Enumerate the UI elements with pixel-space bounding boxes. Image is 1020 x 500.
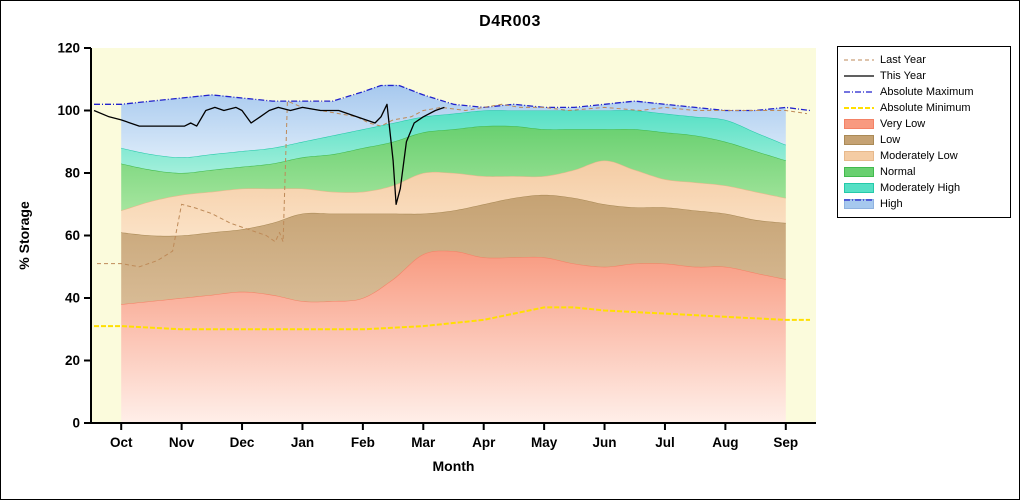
legend-label: This Year <box>880 70 926 82</box>
legend-item: Very Low <box>844 116 1004 132</box>
legend-swatch-moderately-low <box>844 151 874 161</box>
x-tick-label: Jun <box>593 435 617 450</box>
legend-label: Last Year <box>880 54 926 66</box>
legend-item: Normal <box>844 164 1004 180</box>
legend-swatch-absolute-minimum <box>844 107 874 109</box>
legend-item: Absolute Maximum <box>844 84 1004 100</box>
legend-label: High <box>880 198 903 210</box>
legend-swatch-high <box>844 199 874 209</box>
series-this-year <box>93 103 445 205</box>
legend-label: Low <box>880 134 901 146</box>
y-tick-label: 120 <box>57 41 80 56</box>
x-tick-label: Mar <box>411 435 436 450</box>
y-tick-label: 80 <box>65 166 80 181</box>
legend-item: Moderately Low <box>844 148 1004 164</box>
y-tick-label: 20 <box>65 353 80 368</box>
x-tick-label: Sep <box>773 435 798 450</box>
y-tick-label: 100 <box>57 103 80 118</box>
legend-swatch-last-year <box>844 59 874 61</box>
legend-label: Very Low <box>880 118 926 130</box>
x-axis-label: Month <box>433 458 475 474</box>
band-very-low <box>121 250 786 423</box>
series-absolute-maximum <box>94 84 811 112</box>
legend-label: Absolute Minimum <box>880 102 971 114</box>
x-tick-label: Jan <box>291 435 314 450</box>
legend-item: This Year <box>844 68 1004 84</box>
y-tick-label: 60 <box>65 228 80 243</box>
band-normal <box>121 125 786 211</box>
legend-item: Low <box>844 132 1004 148</box>
x-tick-label: Feb <box>351 435 375 450</box>
y-tick-label: 40 <box>65 291 80 306</box>
x-tick-label: Jul <box>655 435 675 450</box>
x-tick-label: Oct <box>110 435 133 450</box>
legend-swatch-very-low <box>844 119 874 129</box>
legend-swatch-absolute-maximum <box>844 91 874 93</box>
legend-item: Moderately High <box>844 180 1004 196</box>
legend-label: Normal <box>880 166 916 178</box>
x-tick-label: May <box>531 435 558 450</box>
legend-swatch-low <box>844 135 874 145</box>
y-axis-label: % Storage <box>16 201 32 270</box>
legend-swatch-normal <box>844 167 874 177</box>
x-tick-label: Apr <box>472 435 496 450</box>
legend-item: Absolute Minimum <box>844 100 1004 116</box>
chart-title: D4R003 <box>479 13 541 30</box>
series-absolute-minimum <box>94 306 810 331</box>
legend-label: Moderately Low <box>880 150 958 162</box>
band-moderately-high <box>121 110 786 173</box>
x-tick-label: Nov <box>169 435 195 450</box>
legend-swatch-moderately-high <box>844 183 874 193</box>
y-tick-label: 0 <box>72 416 80 431</box>
x-tick-label: Dec <box>230 435 255 450</box>
legend-label: Moderately High <box>880 182 961 194</box>
legend-label: Absolute Maximum <box>880 86 974 98</box>
band-low <box>121 194 786 305</box>
band-moderately-low <box>121 160 786 236</box>
x-tick-label: Aug <box>712 435 738 450</box>
legend-item: High <box>844 196 1004 212</box>
legend: Last Year This Year Absolute Maximum Absolu… <box>837 46 1011 218</box>
legend-item: Last Year <box>844 52 1004 68</box>
legend-swatch-this-year <box>844 75 874 77</box>
